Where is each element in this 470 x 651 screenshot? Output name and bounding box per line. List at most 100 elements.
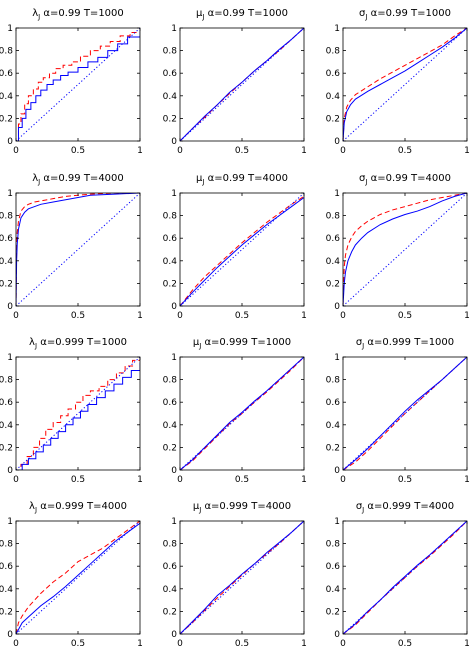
y-tick-label: 0.8 [0, 212, 13, 222]
x-tick-label: 0.5 [71, 475, 85, 485]
x-tick-label: 1 [137, 311, 143, 321]
series-blue-solid-line [343, 28, 467, 141]
y-tick-label: 0 [334, 466, 340, 476]
subplot-title: μJ α=0.99 T=1000 [196, 8, 288, 21]
y-tick-label: 1 [7, 353, 13, 363]
series-blue-solid-line [16, 522, 140, 634]
y-tick-label: 0.6 [0, 398, 13, 408]
reference-diagonal-line [16, 28, 140, 141]
series-red-dashed-line [343, 193, 467, 306]
y-tick-label: 0.8 [163, 376, 178, 386]
series-red-dashed-line [16, 357, 140, 470]
y-tick-label: 0.2 [163, 607, 177, 617]
subplot-1: λJ α=0.99 T=1000 0 0.5 1 0 0.2 0.4 0.6 0.8 1 [0, 8, 143, 156]
subplot-title: σJ α=0.99 T=4000 [359, 173, 451, 186]
y-tick-label: 1 [171, 189, 177, 199]
axes-frame [342, 27, 468, 142]
series-red-dashed-line [16, 521, 140, 634]
y-tick-label: 0.2 [326, 279, 340, 289]
y-tick-label: 0.4 [0, 92, 13, 102]
subplot-5: μJ α=0.99 T=4000 0 0.5 1 0 0.2 0.4 0.6 0.8 1 [163, 173, 307, 321]
subplot-title: μJ α=0.99 T=4000 [196, 173, 288, 186]
reference-diagonal-line [16, 521, 140, 634]
series-blue-solid-line [180, 28, 304, 141]
y-tick-label: 0.4 [163, 257, 178, 267]
y-tick-label: 0 [7, 630, 13, 640]
y-tick-label: 0.6 [163, 69, 178, 79]
y-tick-label: 0.6 [163, 234, 178, 244]
x-tick-label: 1 [301, 475, 307, 485]
y-tick-label: 1 [171, 517, 177, 527]
y-tick-label: 0.2 [326, 443, 340, 453]
series-red-dashed-line [16, 30, 140, 141]
subplot-title: λJ α=0.99 T=1000 [32, 8, 124, 21]
x-tick-label: 0 [13, 311, 19, 321]
axes-frame [15, 192, 141, 307]
reference-diagonal-line [16, 357, 140, 470]
x-tick-label: 0 [177, 311, 183, 321]
y-tick-label: 0 [334, 137, 340, 147]
y-tick-label: 0.2 [163, 443, 177, 453]
y-tick-label: 0.6 [163, 562, 178, 572]
reference-diagonal-line [343, 521, 467, 634]
axes-frame [342, 192, 468, 307]
y-tick-label: 0.6 [163, 398, 178, 408]
x-tick-label: 1 [137, 639, 143, 649]
x-tick-label: 1 [301, 146, 307, 156]
series-blue-solid-line [16, 31, 140, 141]
reference-diagonal-line [343, 28, 467, 141]
y-tick-label: 0 [334, 630, 340, 640]
y-tick-label: 0.8 [326, 376, 341, 386]
subplot-6: σJ α=0.99 T=4000 0 0.5 1 0 0.2 0.4 0.6 0.8 1 [326, 173, 470, 321]
y-tick-label: 0.8 [0, 47, 13, 57]
y-tick-label: 0.2 [163, 279, 177, 289]
x-tick-label: 1 [464, 146, 470, 156]
y-tick-label: 0.6 [326, 562, 341, 572]
x-tick-label: 0 [340, 311, 346, 321]
y-tick-label: 0.4 [0, 585, 13, 595]
y-tick-label: 0.4 [326, 257, 341, 267]
y-tick-label: 0.4 [326, 421, 341, 431]
y-tick-label: 0 [7, 302, 13, 312]
series-red-dashed-line [16, 193, 140, 306]
series-blue-solid-line [16, 362, 140, 470]
y-tick-label: 0.4 [0, 421, 13, 431]
axes-frame [179, 192, 305, 307]
y-tick-label: 0.4 [163, 585, 178, 595]
y-tick-label: 0.6 [0, 562, 13, 572]
subplot-title: λJ α=0.999 T=4000 [29, 501, 127, 514]
x-tick-label: 0.5 [71, 311, 85, 321]
y-tick-label: 1 [171, 353, 177, 363]
x-tick-label: 1 [464, 639, 470, 649]
series-red-dashed-line [180, 357, 304, 470]
y-tick-label: 0 [171, 302, 177, 312]
y-tick-label: 0.4 [0, 257, 13, 267]
subplot-title: σJ α=0.999 T=4000 [356, 501, 454, 514]
y-tick-label: 1 [334, 353, 340, 363]
x-tick-label: 1 [137, 146, 143, 156]
subplot-11: μJ α=0.999 T=4000 0 0.5 1 0 0.2 0.4 0.6 0.8 1 [163, 501, 307, 649]
reference-diagonal-line [180, 193, 304, 306]
y-tick-label: 0 [7, 137, 13, 147]
axes-frame [15, 27, 141, 142]
x-tick-label: 0 [13, 146, 19, 156]
subplot-2: μJ α=0.99 T=1000 0 0.5 1 0 0.2 0.4 0.6 0.8 1 [163, 8, 307, 156]
x-tick-label: 0 [177, 639, 183, 649]
y-tick-label: 1 [7, 24, 13, 34]
series-red-dashed-line [343, 521, 467, 634]
y-tick-label: 0.8 [326, 540, 341, 550]
y-tick-label: 0.8 [0, 540, 13, 550]
x-tick-label: 0.5 [235, 311, 249, 321]
subplot-9: σJ α=0.999 T=1000 0 0.5 1 0 0.2 0.4 0.6 0.8 1 [326, 337, 470, 485]
y-tick-label: 0.8 [163, 212, 178, 222]
x-tick-label: 0.5 [398, 311, 412, 321]
x-tick-label: 0.5 [71, 146, 85, 156]
reference-diagonal-line [180, 28, 304, 141]
reference-diagonal-line [343, 193, 467, 306]
y-tick-label: 0.4 [326, 585, 341, 595]
subplot-title: λJ α=0.999 T=1000 [29, 337, 127, 350]
y-tick-label: 0.2 [326, 607, 340, 617]
y-tick-label: 0.6 [0, 69, 13, 79]
y-tick-label: 0 [171, 137, 177, 147]
